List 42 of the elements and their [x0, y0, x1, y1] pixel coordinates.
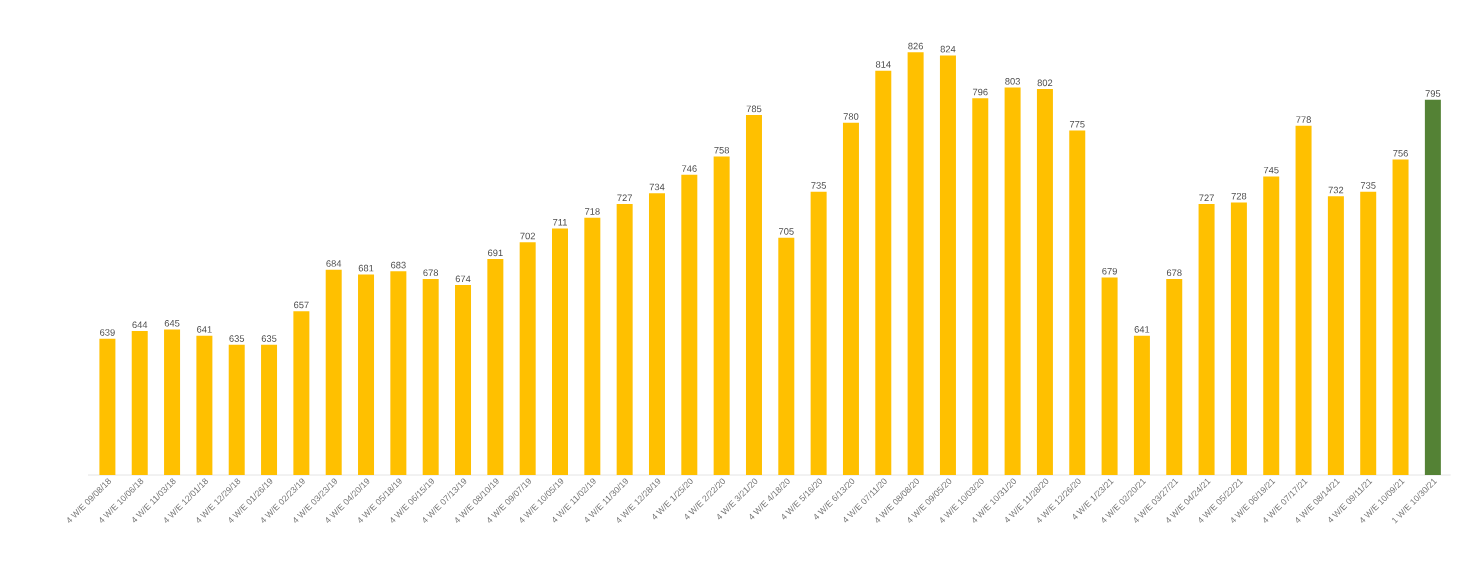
data-label: 745: [1263, 166, 1279, 174]
data-label: 727: [1199, 194, 1214, 202]
data-label: 802: [1037, 79, 1053, 87]
data-label: 705: [779, 228, 794, 235]
data-label: 778: [1296, 116, 1311, 123]
data-label: 684: [326, 260, 342, 267]
data-label: 639: [100, 329, 115, 336]
data-label: 711: [553, 219, 567, 226]
data-label: 674: [455, 275, 471, 283]
data-label: 796: [972, 88, 988, 96]
data-label: 826: [908, 42, 923, 50]
data-label: 824: [940, 45, 956, 53]
data-label: 641: [1134, 326, 1150, 333]
data-label: 735: [811, 182, 827, 189]
data-label: 683: [391, 261, 406, 269]
data-label: 775: [1069, 120, 1085, 128]
data-label: 735: [1360, 182, 1376, 189]
data-label: 758: [714, 146, 730, 154]
data-label: 732: [1328, 186, 1344, 194]
data-label: 734: [649, 183, 665, 191]
data-label: 635: [229, 335, 245, 342]
data-label: 795: [1425, 90, 1441, 97]
data-label: 678: [423, 269, 439, 277]
data-label: 803: [1005, 78, 1020, 85]
data-label: 780: [843, 113, 859, 120]
data-label: 727: [617, 194, 632, 202]
data-label: 702: [520, 232, 535, 240]
data-label: 814: [875, 61, 891, 68]
data-label: 644: [132, 321, 148, 329]
data-label: 746: [682, 165, 697, 172]
data-label: 728: [1231, 192, 1247, 200]
data-label: 678: [1166, 269, 1182, 277]
data-label: 657: [294, 301, 309, 309]
data-label: 691: [488, 249, 503, 257]
data-label: 756: [1393, 150, 1408, 157]
data-label: 635: [261, 335, 277, 342]
data-label: 785: [746, 105, 762, 113]
data-label: 679: [1102, 267, 1117, 275]
data-label: 718: [585, 208, 600, 215]
data-label: 681: [358, 264, 374, 272]
data-label: 645: [164, 319, 180, 327]
data-label: 641: [197, 326, 212, 333]
